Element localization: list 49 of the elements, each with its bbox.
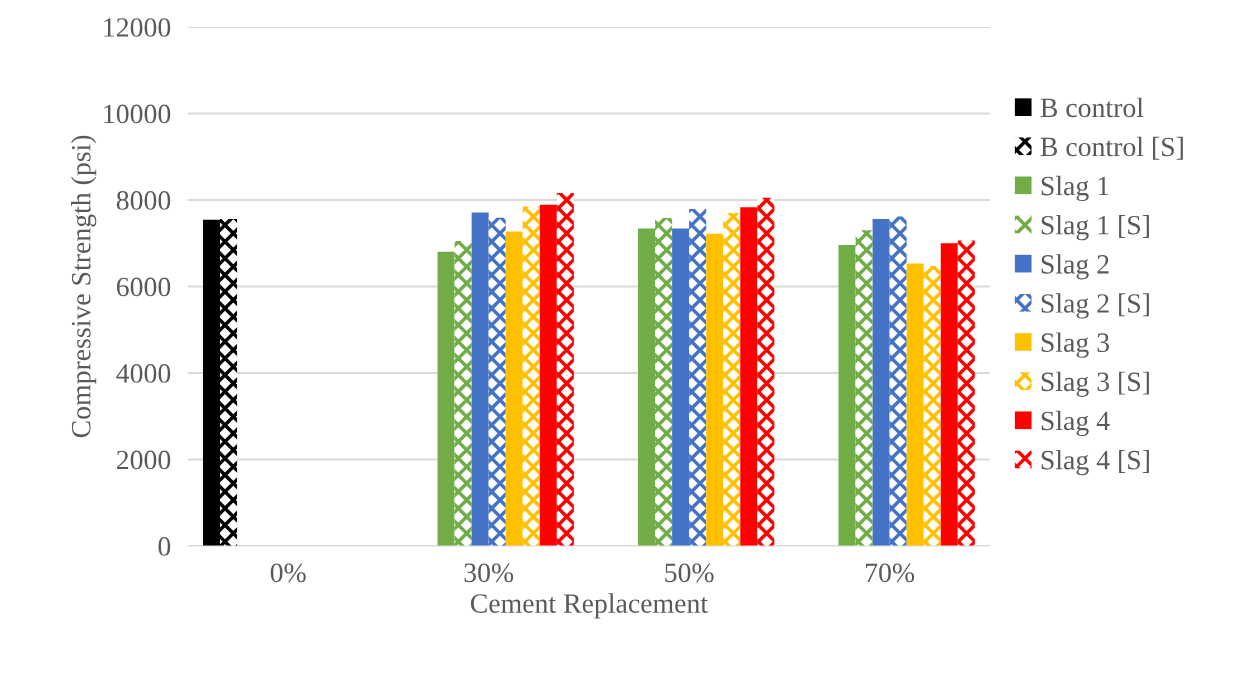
legend-label: Slag 1 — [1041, 175, 1109, 202]
y-tick-label: 4000 — [116, 364, 171, 383]
bar — [872, 218, 890, 546]
y-axis-title: Compressive Strength (psi) — [71, 135, 97, 438]
legend-label: Slag 4 [S] — [1041, 449, 1149, 476]
x-axis-title: Cement Replacement — [470, 593, 708, 619]
x-tick-label: 50% — [665, 563, 714, 583]
legend-label: Slag 4 — [1041, 410, 1110, 437]
bar — [757, 197, 775, 546]
x-tick-label: 30% — [464, 563, 514, 583]
legend-label: Slag 2 [S] — [1041, 293, 1149, 319]
bar — [437, 251, 455, 546]
bar — [723, 212, 741, 546]
y-tick-label: 6000 — [116, 277, 171, 297]
y-tick-label: 8000 — [116, 191, 171, 210]
bar — [689, 209, 707, 546]
bar — [488, 217, 506, 546]
bar — [471, 212, 489, 546]
bar — [740, 207, 758, 546]
bar — [556, 193, 574, 546]
y-tick-label: 10000 — [104, 104, 171, 124]
bar — [672, 228, 690, 546]
bar — [923, 266, 941, 546]
y-tick-label: 12000 — [104, 18, 171, 37]
legend-label: Slag 3 [S] — [1041, 371, 1149, 397]
legend-label: Slag 3 — [1041, 332, 1109, 358]
x-tick-label: 0% — [270, 563, 306, 583]
legend-label: Slag 2 — [1041, 254, 1109, 280]
bar — [220, 218, 238, 546]
bar — [906, 263, 924, 546]
bar — [655, 218, 673, 546]
bar — [202, 219, 221, 546]
bar — [855, 230, 873, 546]
bar — [638, 228, 656, 546]
y-tick-label: 2000 — [116, 450, 171, 470]
legend-label: B control — [1040, 97, 1144, 118]
x-tick-label: 70% — [866, 563, 915, 583]
bar — [522, 206, 540, 546]
bar — [940, 243, 958, 546]
legend-label: Slag 1 [S] — [1041, 215, 1149, 241]
bar — [838, 244, 856, 546]
bar — [706, 233, 724, 546]
bar — [454, 241, 472, 546]
legend-label: B control [S] — [1040, 136, 1183, 160]
bar — [505, 231, 523, 546]
bar — [539, 204, 557, 546]
y-tick-label: 0 — [158, 537, 171, 556]
bar — [957, 240, 975, 546]
bar — [889, 216, 907, 546]
